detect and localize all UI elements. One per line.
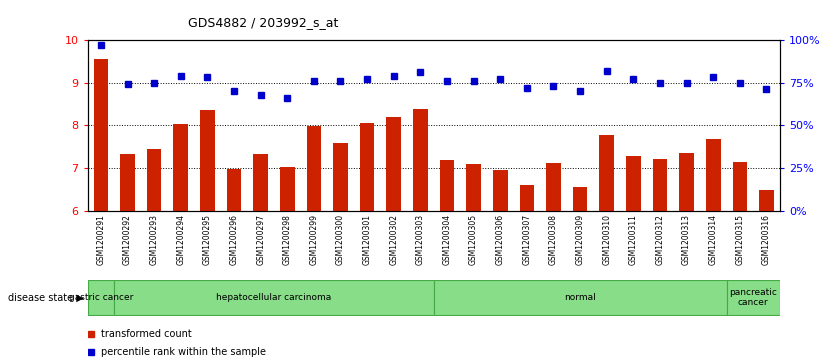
Text: GSM1200306: GSM1200306: [495, 214, 505, 265]
Bar: [466, 164, 481, 211]
Bar: [173, 124, 188, 211]
Bar: [440, 160, 455, 211]
Text: gastric cancer: gastric cancer: [68, 293, 133, 302]
Bar: [227, 169, 241, 211]
Bar: [573, 187, 587, 211]
Bar: [726, 280, 780, 315]
Bar: [88, 280, 114, 315]
Text: GSM1200313: GSM1200313: [682, 214, 691, 265]
Text: GSM1200312: GSM1200312: [656, 214, 665, 265]
Text: GSM1200298: GSM1200298: [283, 214, 292, 265]
Bar: [413, 109, 428, 211]
Text: GSM1200293: GSM1200293: [149, 214, 158, 265]
Text: GSM1200316: GSM1200316: [762, 214, 771, 265]
Bar: [600, 135, 614, 211]
Bar: [147, 149, 162, 211]
Text: GSM1200292: GSM1200292: [123, 214, 132, 265]
Text: GSM1200299: GSM1200299: [309, 214, 319, 265]
Text: pancreatic
cancer: pancreatic cancer: [729, 288, 777, 307]
Text: percentile rank within the sample: percentile rank within the sample: [102, 347, 266, 357]
Text: GSM1200300: GSM1200300: [336, 214, 345, 265]
Text: GSM1200308: GSM1200308: [549, 214, 558, 265]
Text: GDS4882 / 203992_s_at: GDS4882 / 203992_s_at: [188, 16, 338, 29]
Text: hepatocellular carcinoma: hepatocellular carcinoma: [216, 293, 332, 302]
Bar: [732, 162, 747, 211]
Bar: [114, 280, 434, 315]
Bar: [653, 159, 667, 211]
Bar: [493, 170, 508, 211]
Bar: [706, 139, 721, 211]
Text: disease state ▶: disease state ▶: [8, 293, 83, 303]
Bar: [200, 110, 214, 211]
Bar: [254, 154, 268, 211]
Text: GSM1200314: GSM1200314: [709, 214, 718, 265]
Text: GSM1200307: GSM1200307: [522, 214, 531, 265]
Bar: [333, 143, 348, 211]
Text: GSM1200297: GSM1200297: [256, 214, 265, 265]
Bar: [679, 153, 694, 211]
Bar: [546, 163, 560, 211]
Text: GSM1200294: GSM1200294: [176, 214, 185, 265]
Bar: [520, 185, 535, 211]
Text: transformed count: transformed count: [102, 329, 192, 339]
Bar: [93, 59, 108, 211]
Text: normal: normal: [565, 293, 596, 302]
Text: GSM1200291: GSM1200291: [97, 214, 105, 265]
Text: GSM1200301: GSM1200301: [363, 214, 372, 265]
Bar: [307, 126, 321, 211]
Text: GSM1200305: GSM1200305: [469, 214, 478, 265]
Text: GSM1200310: GSM1200310: [602, 214, 611, 265]
Bar: [280, 167, 294, 211]
Text: GSM1200304: GSM1200304: [443, 214, 451, 265]
Text: GSM1200302: GSM1200302: [389, 214, 399, 265]
Bar: [120, 154, 135, 211]
Text: GSM1200303: GSM1200303: [416, 214, 425, 265]
Text: GSM1200295: GSM1200295: [203, 214, 212, 265]
Text: GSM1200296: GSM1200296: [229, 214, 239, 265]
Bar: [759, 190, 774, 211]
Text: GSM1200309: GSM1200309: [575, 214, 585, 265]
Bar: [359, 123, 374, 211]
Bar: [386, 117, 401, 211]
Text: GSM1200315: GSM1200315: [736, 214, 745, 265]
Bar: [626, 156, 641, 211]
Bar: [434, 280, 726, 315]
Text: GSM1200311: GSM1200311: [629, 214, 638, 265]
